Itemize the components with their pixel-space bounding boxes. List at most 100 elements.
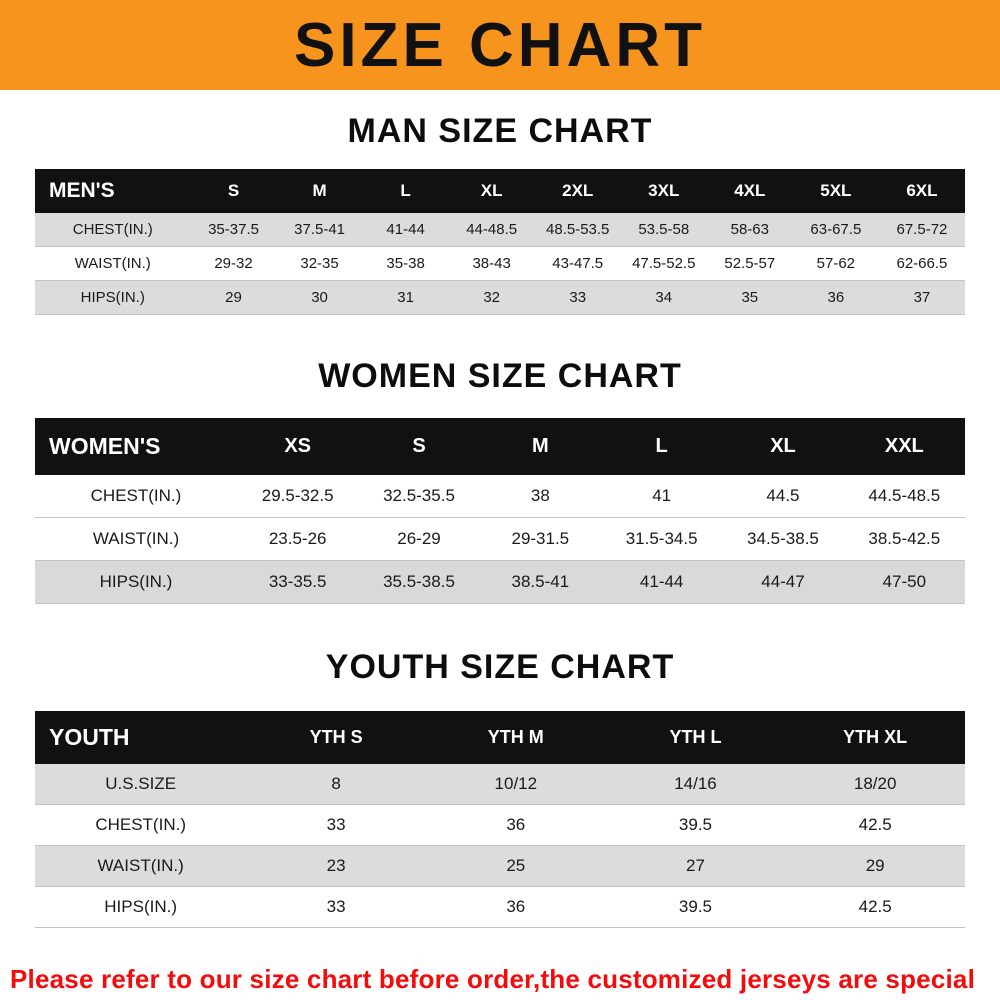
table-row: HIPS(IN.) 33-35.5 35.5-38.5 38.5-41 41-44 44-…	[35, 560, 965, 604]
value-cell: 41-44	[639, 572, 684, 591]
table-title-cell: MEN'S	[35, 169, 191, 213]
value-cell: 26-29	[397, 529, 441, 548]
size-header-cell: L	[600, 418, 723, 475]
table-header-row: WOMEN'S XS S M L XL XXL	[35, 418, 965, 475]
size-header-cell: M	[276, 169, 363, 213]
value-cell: 41	[652, 486, 672, 505]
value-cell: 62-66.5	[896, 255, 948, 272]
value-cell: 31.5-34.5	[625, 529, 698, 548]
value-cell: 36	[827, 289, 845, 306]
value-cell: 33	[569, 289, 587, 306]
row-label-cell: WAIST(IN.)	[92, 529, 180, 548]
value-cell: 39.5	[678, 897, 713, 916]
value-cell: 44.5-48.5	[868, 486, 941, 505]
table-row: WAIST(IN.) 23.5-26 26-29 29-31.5 31.5-34.5 34…	[35, 518, 965, 561]
row-label-cell: U.S.SIZE	[105, 774, 177, 793]
value-cell: 23	[326, 856, 346, 875]
value-cell: 29	[225, 289, 242, 306]
value-cell: 35-38	[386, 255, 425, 272]
value-cell: 63-67.5	[810, 221, 862, 238]
women-size-heading: WOMEN SIZE CHART	[318, 357, 682, 395]
value-cell: 39.5	[678, 815, 713, 834]
value-cell: 35	[741, 289, 759, 306]
value-cell: 52.5-57	[724, 255, 776, 272]
size-header-cell: XS	[237, 418, 359, 475]
value-cell: 38.5-42.5	[868, 529, 941, 548]
size-header-cell: YTH M	[425, 711, 606, 764]
value-cell: 42.5	[858, 815, 892, 834]
size-header-cell: 2XL	[534, 169, 621, 213]
row-label-cell: CHEST(IN.)	[95, 815, 186, 834]
table-row: HIPS(IN.) 29 30 31 32 33 34 35 36 37	[35, 280, 965, 315]
footer-notice: Please refer to our size chart before or…	[10, 962, 1000, 1000]
value-cell: 33-35.5	[268, 572, 327, 591]
size-header-cell: YTH XL	[785, 711, 965, 764]
value-cell: 14/16	[674, 774, 717, 793]
value-cell: 57-62	[816, 255, 856, 272]
size-header-cell: S	[358, 418, 480, 475]
value-cell: 27	[686, 856, 705, 875]
value-cell: 53.5-58	[638, 221, 690, 238]
value-cell: 35-37.5	[208, 221, 259, 238]
value-cell: 29	[865, 856, 885, 875]
value-cell: 32.5-35.5	[383, 486, 455, 505]
size-header-cell: YTH S	[246, 711, 426, 764]
size-header-cell: XXL	[843, 418, 965, 475]
size-header-cell: XL	[448, 169, 535, 213]
table-row: CHEST(IN.) 29.5-32.5 32.5-35.5 38 41 44.5 44.5…	[35, 475, 965, 518]
value-cell: 29.5-32.5	[261, 486, 334, 505]
row-label-cell: HIPS(IN.)	[104, 897, 178, 916]
value-cell: 8	[331, 774, 341, 793]
row-label-cell: CHEST(IN.)	[90, 486, 182, 505]
man-size-section: MAN SIZE CHART MEN'S S M L XL 2XL 3XL 4XL 5XL 6XL…	[0, 90, 1000, 315]
row-label-cell: WAIST(IN.)	[74, 255, 151, 272]
banner-title: SIZE CHART	[294, 10, 706, 80]
table-row: U.S.SIZE 8 10/12 14/16 18/20	[35, 764, 965, 805]
row-label-cell: HIPS(IN.)	[99, 572, 173, 591]
value-cell: 35.5-38.5	[383, 572, 455, 591]
value-cell: 30	[311, 289, 328, 306]
man-size-heading: MAN SIZE CHART	[347, 112, 653, 150]
value-cell: 33	[326, 815, 346, 834]
row-label-cell: HIPS(IN.)	[80, 289, 145, 306]
value-cell: 29-32	[214, 255, 253, 272]
women-size-section: WOMEN SIZE CHART WOMEN'S XS S M L XL XXL CHEST(…	[0, 315, 1000, 604]
footer-notice-line1: Please refer to our size chart before or…	[10, 964, 976, 1000]
table-header-row: YOUTH YTH S YTH M YTH L YTH XL	[35, 711, 965, 764]
value-cell: 67.5-72	[896, 221, 948, 238]
value-cell: 47.5-52.5	[632, 255, 696, 272]
table-header-row: MEN'S S M L XL 2XL 3XL 4XL 5XL 6XL	[35, 169, 965, 213]
value-cell: 33	[326, 897, 346, 916]
size-header-cell: 4XL	[706, 169, 793, 213]
women-size-table: WOMEN'S XS S M L XL XXL CHEST(IN.) 29.5-32.5 32.5…	[35, 418, 965, 604]
value-cell: 29-31.5	[511, 529, 570, 548]
value-cell: 48.5-53.5	[546, 221, 610, 238]
youth-size-heading: YOUTH SIZE CHART	[325, 648, 675, 686]
size-header-cell: XL	[722, 418, 844, 475]
value-cell: 41-44	[386, 221, 425, 238]
value-cell: 38	[530, 486, 550, 505]
table-row: WAIST(IN.) 29-32 32-35 35-38 38-43 43-47.5 47.…	[35, 247, 965, 281]
value-cell: 31	[397, 289, 414, 306]
size-header-cell: 6XL	[878, 169, 965, 213]
value-cell: 37	[913, 289, 931, 306]
value-cell: 23.5-26	[268, 529, 327, 548]
banner: SIZE CHART	[0, 0, 1000, 90]
value-cell: 36	[506, 815, 526, 834]
value-cell: 34.5-38.5	[747, 529, 819, 548]
table-row: HIPS(IN.) 33 36 39.5 42.5	[35, 887, 965, 928]
value-cell: 44.5	[766, 486, 800, 505]
value-cell: 44-47	[761, 572, 805, 591]
youth-size-table: YOUTH YTH S YTH M YTH L YTH XL U.S.SIZE 8 10/12…	[35, 711, 965, 928]
row-label-cell: CHEST(IN.)	[72, 221, 153, 238]
table-row: CHEST(IN.) 35-37.5 37.5-41 41-44 44-48.5 48.5…	[35, 213, 965, 247]
table-title-cell: WOMEN'S	[35, 418, 237, 475]
youth-size-section: YOUTH SIZE CHART YOUTH YTH S YTH M YTH L YTH…	[0, 604, 1000, 928]
size-header-cell: L	[362, 169, 449, 213]
value-cell: 18/20	[853, 774, 897, 793]
table-title-cell: YOUTH	[35, 711, 247, 764]
size-header-cell: YTH L	[605, 711, 786, 764]
size-header-cell: 3XL	[620, 169, 707, 213]
value-cell: 36	[506, 897, 526, 916]
